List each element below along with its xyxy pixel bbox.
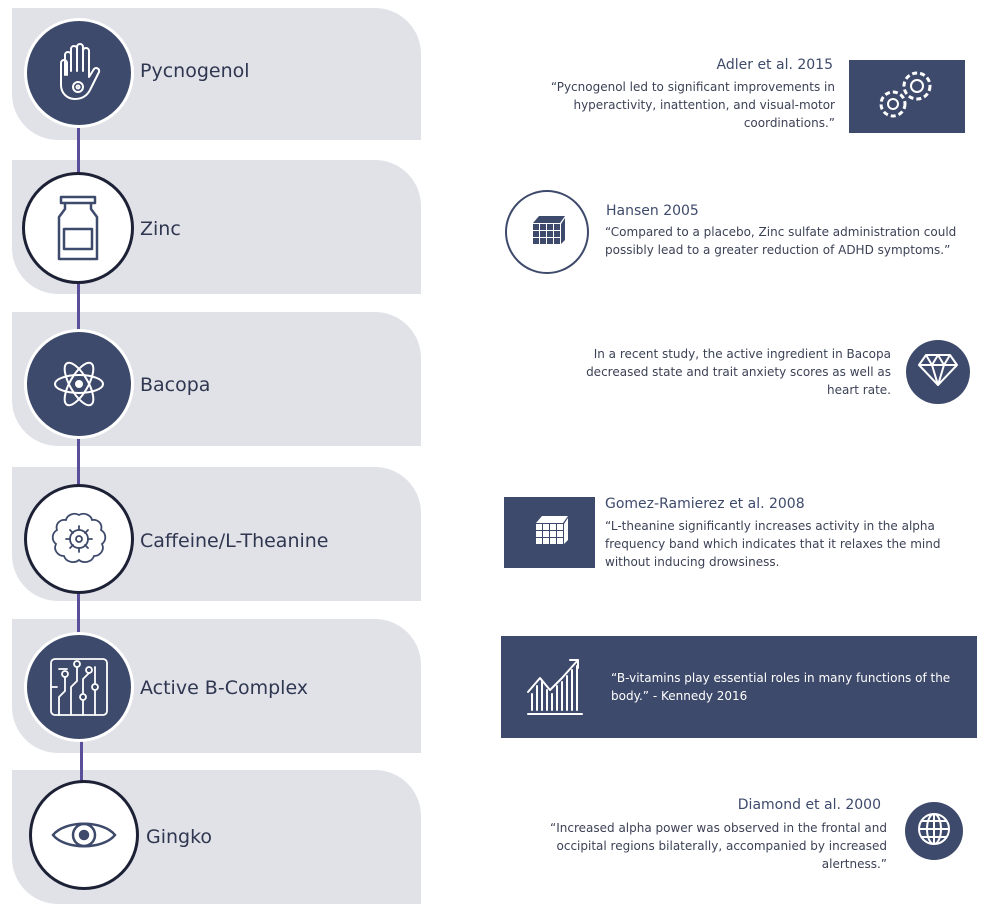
item-circle-caffeine bbox=[24, 484, 134, 594]
growth-chart-icon bbox=[526, 656, 584, 721]
reference-title: Hansen 2005 bbox=[606, 203, 699, 219]
reference-title: Adler et al. 2015 bbox=[716, 57, 833, 73]
connector-line bbox=[77, 592, 80, 637]
item-label: Zinc bbox=[140, 218, 181, 240]
reference-text: “Increased alpha power was observed in t… bbox=[550, 821, 887, 871]
reference-text: “Compared to a placebo, Zinc sulfate adm… bbox=[605, 225, 957, 257]
item-label: Pycnogenol bbox=[140, 60, 250, 82]
item-circle-b-complex bbox=[24, 632, 134, 742]
diamond-icon bbox=[918, 353, 958, 392]
reference-icon-box bbox=[504, 497, 595, 568]
connector-line bbox=[77, 128, 80, 178]
reference-icon-circle bbox=[505, 190, 589, 274]
circuit-icon bbox=[49, 657, 109, 717]
brain-gear-icon bbox=[48, 511, 110, 567]
item-circle-pycnogenol bbox=[24, 18, 134, 128]
eye-icon bbox=[51, 818, 117, 852]
item-label: Gingko bbox=[146, 826, 213, 848]
connector-line bbox=[77, 280, 80, 330]
bottle-icon bbox=[53, 195, 103, 261]
hand-icon bbox=[51, 41, 107, 105]
item-circle-zinc bbox=[22, 172, 134, 284]
connector-line bbox=[77, 435, 80, 485]
item-circle-gingko bbox=[29, 780, 139, 890]
reference-banner bbox=[501, 636, 977, 738]
item-circle-bacopa bbox=[24, 329, 134, 439]
reference-text: In a recent study, the active ingredient… bbox=[586, 347, 891, 397]
reference-icon-circle bbox=[905, 802, 963, 860]
cube-icon bbox=[530, 510, 570, 555]
connector-line bbox=[80, 738, 83, 788]
reference-text: “B-vitamins play essential roles in many… bbox=[611, 671, 951, 703]
item-label: Bacopa bbox=[140, 374, 211, 396]
item-label: Active B-Complex bbox=[140, 677, 309, 699]
item-label: Caffeine/L-Theanine bbox=[140, 530, 329, 552]
globe-icon bbox=[917, 812, 951, 851]
gears-icon bbox=[871, 66, 943, 127]
reference-title: Gomez-Ramierez et al. 2008 bbox=[605, 496, 805, 512]
reference-title: Diamond et al. 2000 bbox=[737, 797, 881, 813]
reference-text: “L-theanine significantly increases acti… bbox=[605, 519, 941, 569]
reference-text: “Pycnogenol led to significant improveme… bbox=[550, 80, 835, 130]
atom-icon bbox=[51, 356, 107, 412]
reference-icon-circle bbox=[906, 340, 970, 404]
cube-icon bbox=[527, 210, 567, 255]
reference-icon-box bbox=[849, 60, 965, 133]
